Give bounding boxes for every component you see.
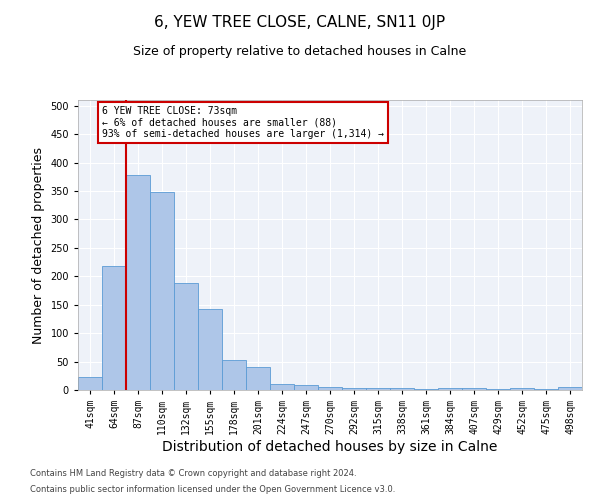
Bar	[390, 388, 414, 390]
Bar	[510, 388, 534, 390]
Bar	[246, 368, 270, 390]
Text: Size of property relative to detached houses in Calne: Size of property relative to detached ho…	[133, 45, 467, 58]
Bar	[78, 378, 102, 390]
Bar	[174, 282, 198, 390]
Text: Contains public sector information licensed under the Open Government Licence v3: Contains public sector information licen…	[30, 485, 395, 494]
Bar	[126, 175, 150, 390]
Bar	[102, 266, 126, 390]
Bar	[198, 308, 222, 390]
X-axis label: Distribution of detached houses by size in Calne: Distribution of detached houses by size …	[163, 440, 497, 454]
Y-axis label: Number of detached properties: Number of detached properties	[32, 146, 45, 344]
Bar	[318, 387, 342, 390]
Bar	[558, 387, 582, 390]
Text: Contains HM Land Registry data © Crown copyright and database right 2024.: Contains HM Land Registry data © Crown c…	[30, 468, 356, 477]
Bar	[462, 388, 486, 390]
Bar	[222, 360, 246, 390]
Bar	[342, 388, 366, 390]
Bar	[270, 384, 294, 390]
Bar	[366, 388, 390, 390]
Bar	[150, 192, 174, 390]
Bar	[438, 388, 462, 390]
Text: 6, YEW TREE CLOSE, CALNE, SN11 0JP: 6, YEW TREE CLOSE, CALNE, SN11 0JP	[154, 15, 446, 30]
Text: 6 YEW TREE CLOSE: 73sqm
← 6% of detached houses are smaller (88)
93% of semi-det: 6 YEW TREE CLOSE: 73sqm ← 6% of detached…	[102, 106, 384, 139]
Bar	[294, 386, 318, 390]
